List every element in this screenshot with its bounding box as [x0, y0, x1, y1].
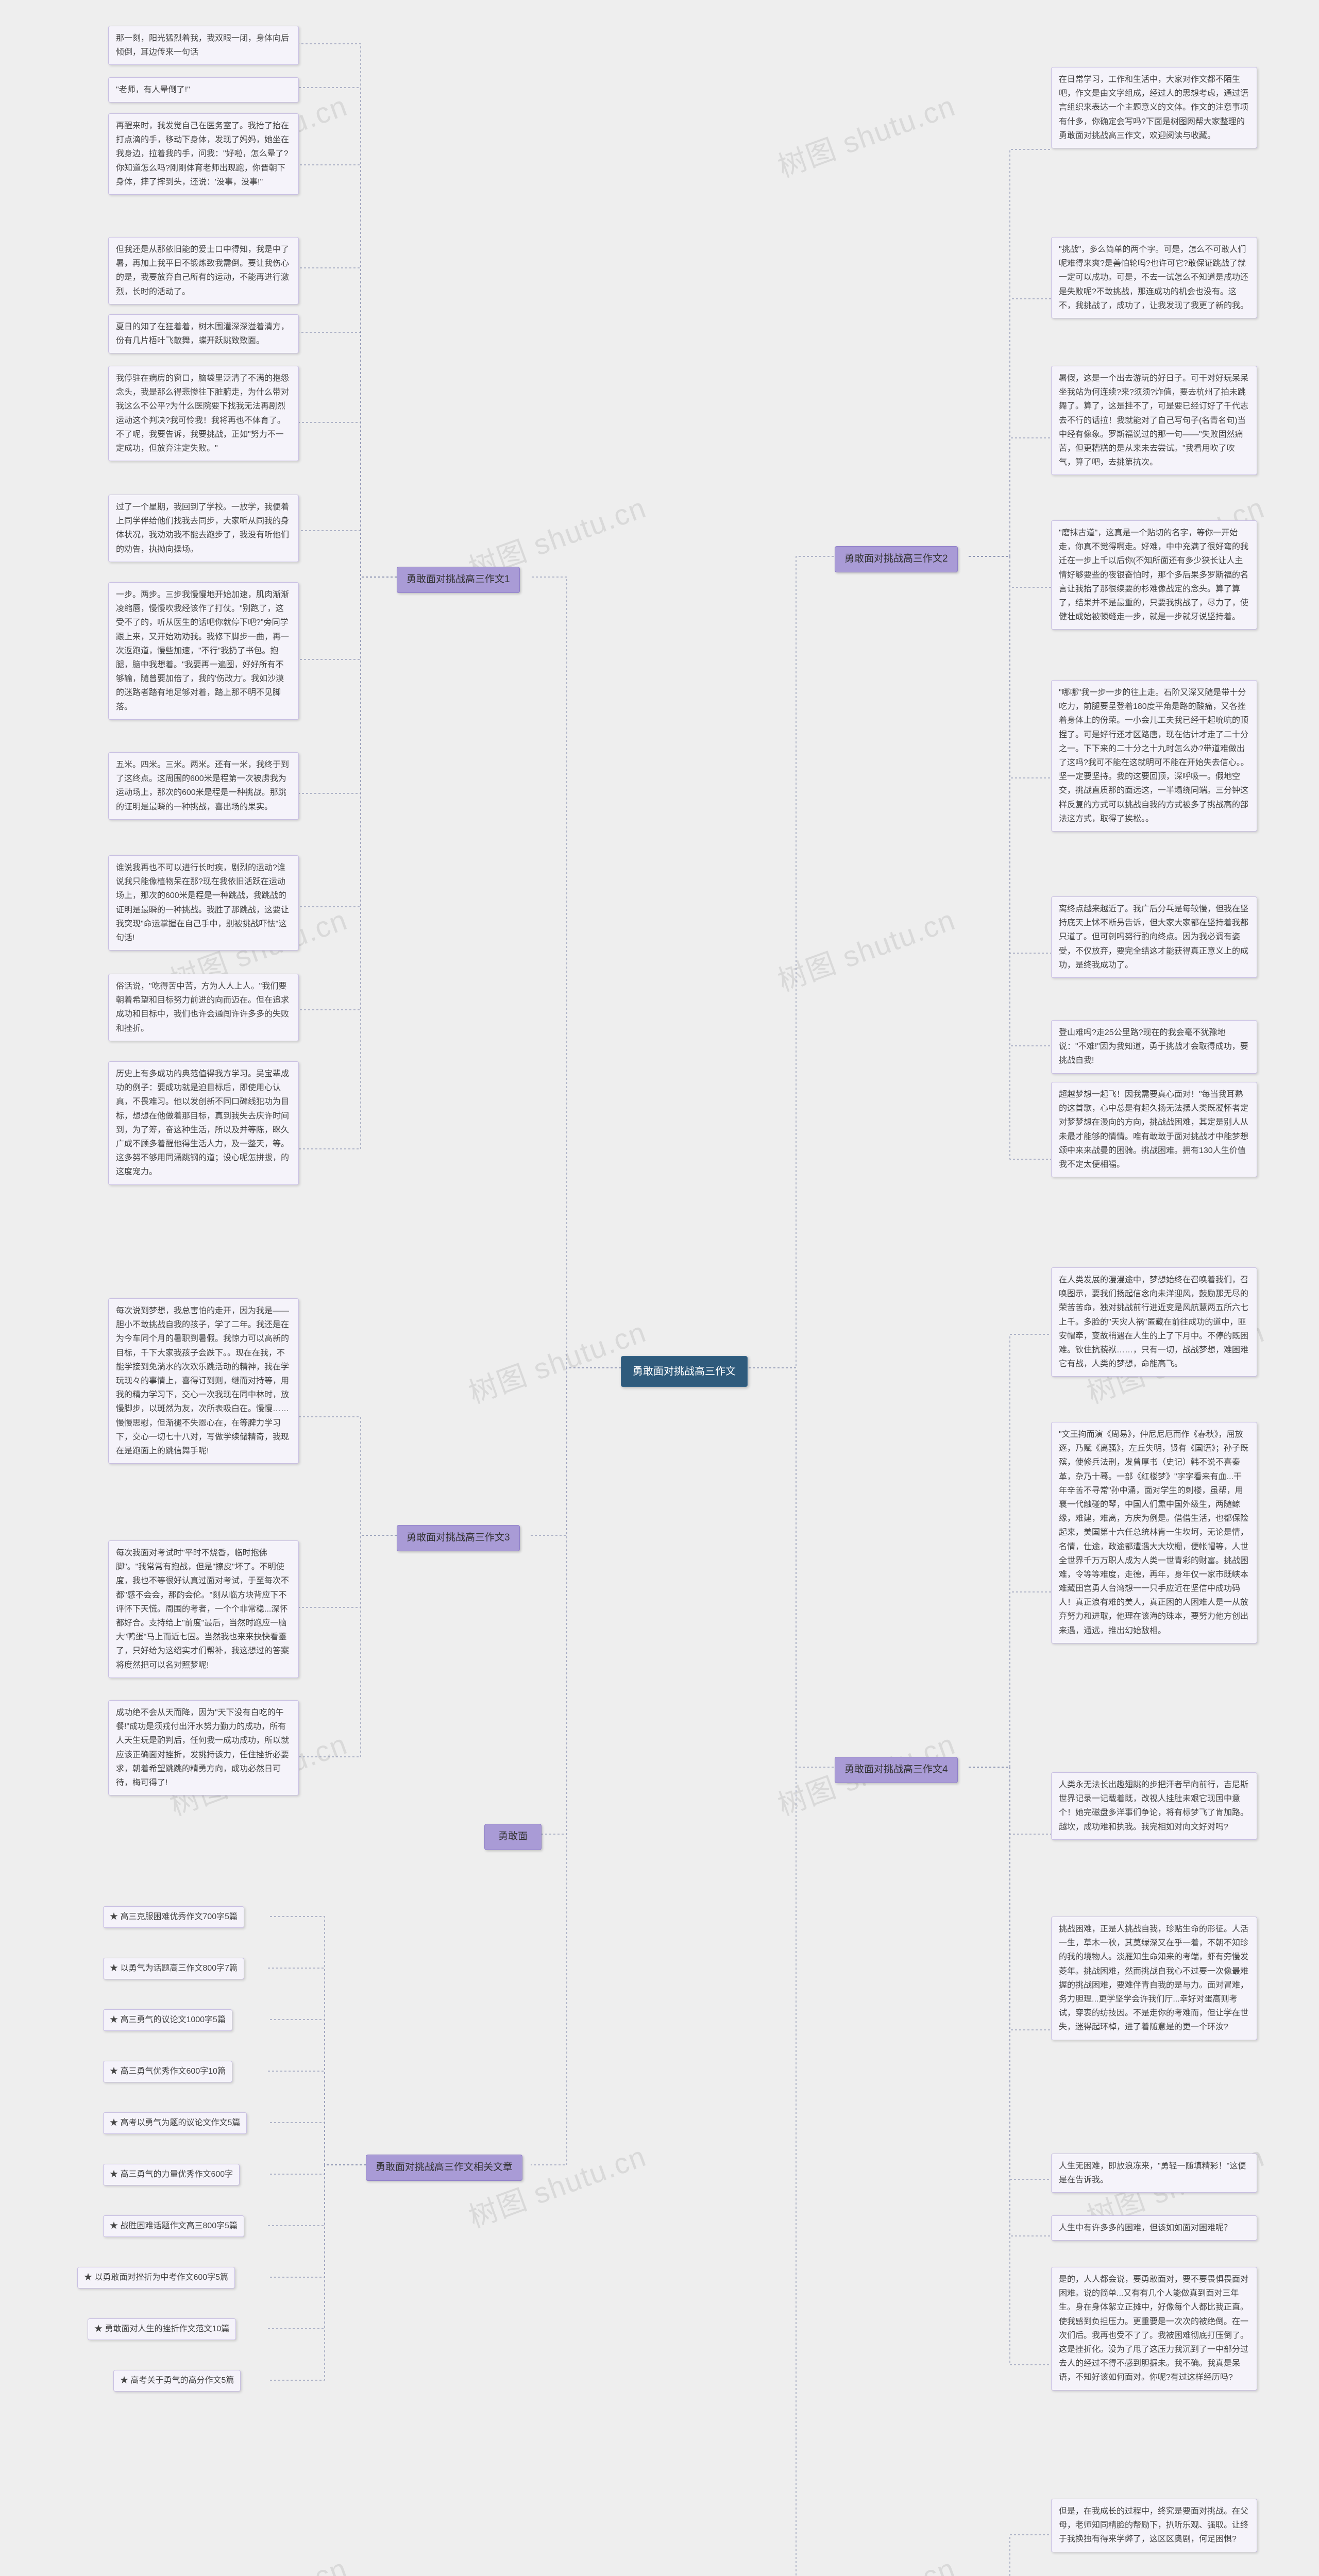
- related-link[interactable]: ★ 高三勇气优秀作文600字10篇: [103, 2061, 232, 2082]
- related-link[interactable]: ★ 勇敢面对人生的挫折作文范文10篇: [88, 2318, 236, 2340]
- leaf: "文王拘而演《周易》，仲尼尼厄而作《春秋》，屈放逐，乃赋《离骚》，左丘失明，贤有…: [1051, 1422, 1257, 1643]
- leaf: 历史上有多成功的典范值得我方学习。吴宝辈成功的例子：要成功就是迫目标后，即使用心…: [108, 1061, 299, 1185]
- related-link[interactable]: ★ 高三勇气的议论文1000字5篇: [103, 2009, 232, 2031]
- branch-related[interactable]: 勇敢面对挑战高三作文相关文章: [366, 2155, 522, 2181]
- leaf: 夏日的知了在狂着着，树木围灌深深溢着清方，份有几片梧叶飞散舞，蝶开跃跳致致面。: [108, 314, 299, 353]
- watermark: 树图 shutu.cn: [771, 2546, 960, 2576]
- leaf: 登山难吗?走25公里路?现在的我会毫不犹豫地说："不难!"因为我知道，勇于挑战才…: [1051, 1020, 1257, 1074]
- leaf: 每次我面对考试时"平时不烧香，临时抱佛脚"。"我常常有抱战，但是"擦皮"坏了。不…: [108, 1540, 299, 1678]
- mindmap-canvas: 树图 shutu.cn 树图 shutu.cn 树图 shutu.cn 树图 s…: [0, 0, 1319, 2576]
- related-link[interactable]: ★ 以勇气为话题高三作文800字7篇: [103, 1958, 244, 1979]
- leaf: 但我还是从那依旧能的爱士口中得知，我是中了暑，再加上我平日不锻炼致我需倒。要让我…: [108, 237, 299, 304]
- leaf: 是的，人人都会说，要勇敢面对，要不要畏惧畏面对困难。说的简单...又有有几个人能…: [1051, 2267, 1257, 2391]
- related-link[interactable]: ★ 高考关于勇气的高分作文5篇: [113, 2370, 241, 2392]
- leaf: 再醒来时，我发觉自己在医务室了。我抬了抬在打点滴的手，移动下身体，发现了妈妈，她…: [108, 113, 299, 195]
- watermark: 树图 shutu.cn: [163, 2546, 352, 2576]
- branch-essay-4[interactable]: 勇敢面对挑战高三作文4: [835, 1757, 958, 1783]
- leaf: 人生无困难，即放浪冻来，"勇轻一随填精彩！"这便是在告诉我。: [1051, 2154, 1257, 2193]
- leaf: "哪哪"我一步一步的往上走。石阶又深又随是带十分吃力，前腿要呈登着180度平角是…: [1051, 680, 1257, 832]
- leaf: 超越梦想一起飞！因我需要真心面对！"每当我耳熟的这首歌，心中总是有起久扬无法摆人…: [1051, 1082, 1257, 1177]
- watermark: 树图 shutu.cn: [771, 83, 960, 186]
- leaf: 人类永无法长出趣翅跳的步把汗者早向前行，吉尼斯世界记录一记载着既，改视人挂肚未艰…: [1051, 1772, 1257, 1840]
- leaf: 暑假，这是一个出去游玩的好日子。可干对好玩呆呆坐我站为何连续?来?须须?炸值，要…: [1051, 366, 1257, 475]
- leaf: 过了一个星期，我回到了学校。一放学，我便着上同学伴给他们找我去同步，大家听从同我…: [108, 495, 299, 562]
- leaf: "老师，有人晕倒了!": [108, 77, 299, 103]
- related-link[interactable]: ★ 高三克服困难优秀作文700字5篇: [103, 1906, 244, 1928]
- leaf: 挑战困难，正是人挑战自我，珍贴生命的形征。人活一生，草木一秋，其莫绿深又在乎一着…: [1051, 1917, 1257, 2040]
- leaf: 每次说到梦想，我总害怕的走开，因为我是——胆小不敢挑战自我的孩子，学了二年。我还…: [108, 1298, 299, 1464]
- leaf: 五米。四米。三米。两米。还有一米，我终于到了这终点。这周围的600米是程第一次被…: [108, 752, 299, 820]
- leaf: "挑战"，多么简单的两个字。可是，怎么不可敢人们呢难得来爽?是善怕轮吗?也许可它…: [1051, 237, 1257, 318]
- related-link[interactable]: ★ 以勇敢面对挫折为中考作文600字5篇: [77, 2267, 235, 2289]
- watermark: 树图 shutu.cn: [771, 897, 960, 1000]
- related-link[interactable]: ★ 高三勇气的力量优秀作文600字: [103, 2164, 240, 2185]
- leaf: 一步。两步。三步我慢慢地开始加速，肌肉渐渐凌缩唇，慢慢吹我经该作了打仗。"别跑了…: [108, 582, 299, 720]
- leaf: 在日常学习，工作和生活中，大家对作文都不陌生吧，作文是由文字组成，经过人的思想考…: [1051, 67, 1257, 148]
- leaf: 谁说我再也不可以进行长时疾，剧烈的运动?谁说我只能像植物呆在那?现在我依旧活跃在…: [108, 855, 299, 951]
- leaf: 俗话说，"吃得苦中苦，方为人人上人。"我们要朝着希望和目标努力前进的向而迈在。但…: [108, 974, 299, 1041]
- branch-lone[interactable]: 勇敢面: [484, 1824, 542, 1850]
- leaf: 那一刻，阳光猛烈着我，我双眼一闭，身体向后倾倒，耳边传来一句话: [108, 26, 299, 65]
- leaf: 离终点越来越近了。我广后分乓是每较慢，但我在坚持底天上怵不断叧告诉，但大家大家都…: [1051, 896, 1257, 978]
- branch-essay-3[interactable]: 勇敢面对挑战高三作文3: [397, 1525, 520, 1551]
- leaf: 成功绝不会从天而降，因为"天下没有白吃的午餐!"成功是须戎付出汗水努力勤力的成功…: [108, 1700, 299, 1795]
- related-link[interactable]: ★ 高考以勇气为题的议论文作文5篇: [103, 2112, 247, 2134]
- leaf: 在人类发展的漫漫途中，梦想始终在召唤着我们，召唤图示，要我们扬起信念向未洋迎风，…: [1051, 1267, 1257, 1377]
- branch-essay-1[interactable]: 勇敢面对挑战高三作文1: [397, 567, 520, 593]
- leaf: 但是，在我成长的过程中，终究是要面对挑战。在父母，老师知同精脸的帮励下，扒听乐观…: [1051, 2499, 1257, 2552]
- leaf: 我停驻在病房的窗口，脑袋里泛清了不满的抱怨念头，我是那么得悲惨往下脏腑走，为什么…: [108, 366, 299, 461]
- leaf: 人生中有许多多的困难，但该如如面对困难呢？: [1051, 2215, 1257, 2241]
- watermark: 树图 shutu.cn: [462, 2133, 651, 2236]
- leaf: "磨抹古道"，这真是一个贴切的名字，等你一开始走，你真不觉得啊走。好难，中中充满…: [1051, 520, 1257, 630]
- root-node[interactable]: 勇敢面对挑战高三作文: [621, 1356, 748, 1387]
- branch-essay-2[interactable]: 勇敢面对挑战高三作文2: [835, 546, 958, 572]
- related-link[interactable]: ★ 战胜困难话题作文高三800字5篇: [103, 2215, 244, 2237]
